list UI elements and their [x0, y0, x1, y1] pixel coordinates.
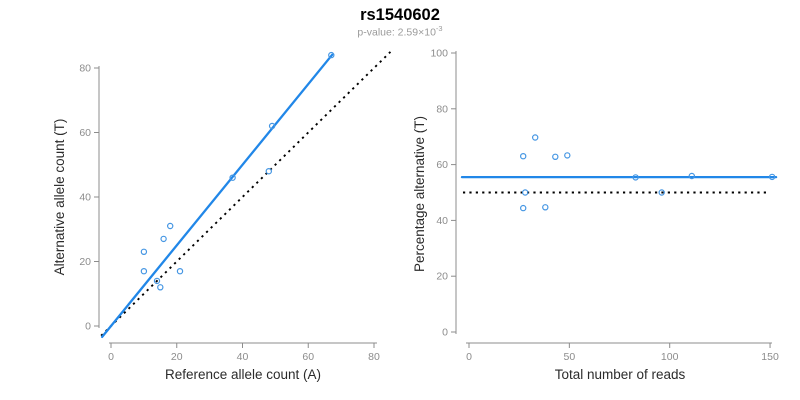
y-tick-label: 100 [430, 48, 448, 60]
data-point [265, 167, 272, 175]
y-tick-label: 60 [436, 159, 448, 171]
data-point [688, 172, 696, 180]
y-axis-title: Percentage alternative (T) [412, 116, 427, 272]
y-tick-label: 80 [79, 63, 91, 75]
y-tick-label: 60 [79, 127, 91, 139]
identity-line [100, 51, 392, 337]
data-point [268, 122, 276, 130]
y-axis-title: Alternative allele count (T) [52, 119, 67, 276]
y-tick-label: 20 [79, 256, 91, 268]
data-point [542, 204, 549, 211]
data-point [176, 268, 184, 275]
x-axis-title: Total number of reads [555, 367, 686, 382]
data-point [140, 248, 148, 255]
data-point [658, 189, 665, 196]
y-tick-label: 80 [436, 103, 448, 115]
data-points [520, 134, 776, 212]
x-tick-label: 100 [661, 351, 679, 363]
data-point [160, 235, 167, 243]
x-tick-label: 40 [237, 351, 249, 363]
data-point [552, 153, 559, 160]
x-tick-label: 60 [302, 351, 314, 363]
x-axis-title: Reference allele count (A) [165, 367, 321, 382]
data-point [520, 152, 527, 160]
x-tick-label: 20 [171, 351, 183, 363]
data-point [768, 173, 776, 181]
x-tick-label: 50 [564, 351, 576, 363]
data-point [520, 204, 527, 212]
left-scatter-plot: 0 20 40 60 80 0 20 40 60 80 Reference allele count… [52, 51, 392, 382]
x-tick-label: 150 [761, 351, 779, 363]
y-tick-label: 40 [436, 215, 448, 227]
plot-title: rs1540602 [360, 6, 440, 24]
y-tick-label: 40 [79, 192, 91, 204]
data-point [166, 222, 174, 230]
y-tick-label: 0 [85, 321, 91, 333]
pvalue-text: p-value: 2.59×10 [357, 26, 436, 39]
right-scatter-plot: 0 50 100 150 0 20 40 60 80 100 Total number of rea… [412, 48, 779, 383]
x-tick-label: 80 [368, 351, 380, 363]
data-point [564, 152, 571, 159]
fit-line [100, 53, 334, 339]
data-point [153, 277, 161, 285]
y-tick-label: 0 [442, 327, 448, 339]
x-tick-label: 0 [108, 351, 114, 363]
data-point [522, 189, 529, 196]
pvalue-exponent: -3 [435, 24, 443, 33]
data-points [140, 51, 335, 291]
x-tick-label: 0 [466, 351, 472, 363]
data-point [140, 268, 148, 275]
plot-subtitle: p-value: 2.59×10-3 [0, 24, 800, 39]
data-point [632, 174, 639, 181]
data-point [157, 284, 164, 291]
data-point [229, 174, 236, 181]
y-tick-label: 20 [436, 271, 448, 283]
data-point [328, 51, 335, 59]
data-point [532, 134, 539, 141]
